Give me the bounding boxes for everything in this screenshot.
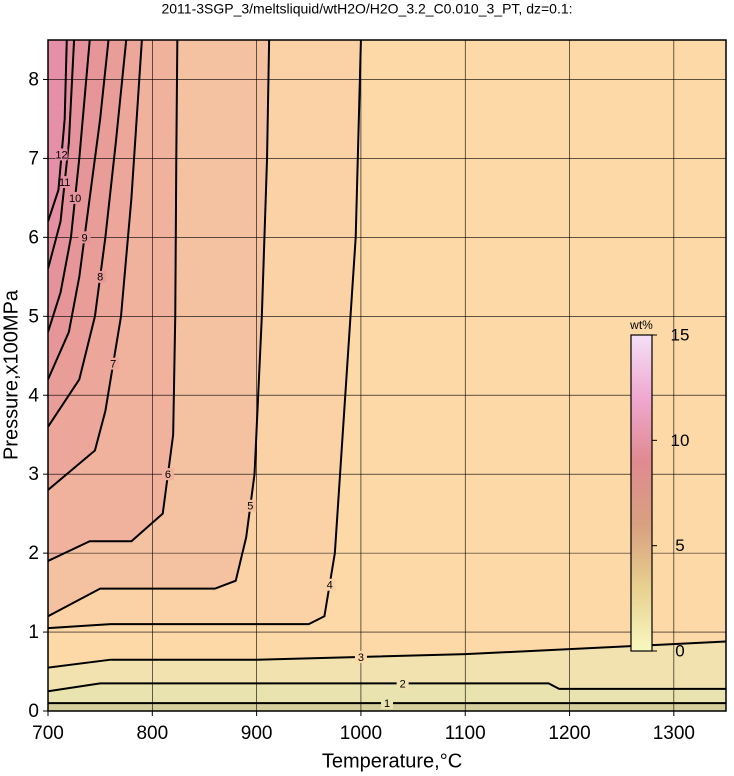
y-tick-label: 3 bbox=[28, 464, 39, 485]
contour-label-box bbox=[161, 468, 174, 481]
contour-label: 8 bbox=[97, 272, 103, 284]
contour-line bbox=[48, 40, 271, 618]
contour-label-box bbox=[58, 176, 71, 189]
contour-label: 1 bbox=[384, 698, 390, 710]
x-tick-label: 1300 bbox=[653, 723, 695, 744]
contour-fill bbox=[48, 40, 67, 222]
contour-label-box bbox=[323, 578, 336, 591]
x-axis-label: Temperature,°C bbox=[322, 750, 462, 772]
colorbar bbox=[630, 334, 653, 652]
y-axis-label: Pressure,x100MPa bbox=[0, 289, 22, 460]
colorbar-label: wt% bbox=[629, 318, 653, 332]
contour-label-box bbox=[354, 650, 367, 663]
x-tick-label: 1100 bbox=[445, 723, 486, 744]
contour-line bbox=[48, 40, 362, 630]
contour-label: 2 bbox=[400, 678, 406, 690]
chart-title: 2011-3SGP_3/meltsliquid/wtH2O/H2O_3.2_C0… bbox=[161, 1, 572, 17]
contour-label-box bbox=[396, 677, 409, 690]
contour-label: 6 bbox=[165, 469, 171, 481]
contour-label-box bbox=[381, 697, 393, 710]
contour-label: 10 bbox=[69, 193, 81, 205]
y-tick-label: 2 bbox=[28, 543, 39, 564]
y-tick-label: 4 bbox=[28, 385, 39, 406]
contour-label: 3 bbox=[358, 652, 364, 664]
contour-label-box bbox=[244, 499, 257, 512]
x-tick-label: 900 bbox=[241, 723, 273, 744]
contour-label-box bbox=[94, 270, 107, 283]
contour-label: 11 bbox=[59, 177, 70, 189]
y-tick-label: 0 bbox=[28, 701, 39, 722]
colorbar-tick-label: 10 bbox=[671, 431, 690, 450]
x-tick-label: 1000 bbox=[340, 723, 382, 744]
contour-label: 7 bbox=[110, 359, 116, 371]
contour-label: 4 bbox=[327, 580, 333, 592]
y-tick-label: 6 bbox=[28, 227, 39, 248]
y-tick-label: 7 bbox=[28, 148, 39, 169]
contour-line bbox=[48, 40, 91, 333]
y-tick-label: 5 bbox=[28, 306, 39, 327]
contour-label-box bbox=[107, 357, 120, 370]
x-tick-label: 700 bbox=[32, 723, 64, 744]
contour-label-box bbox=[78, 231, 91, 244]
x-tick-label: 1200 bbox=[548, 723, 590, 744]
y-tick-label: 8 bbox=[28, 69, 39, 90]
contour-label: 12 bbox=[55, 149, 67, 161]
y-tick-label: 1 bbox=[28, 622, 39, 643]
x-tick-label: 800 bbox=[136, 723, 168, 744]
contour-label: 5 bbox=[247, 501, 253, 513]
colorbar-tick-label: 5 bbox=[675, 536, 684, 555]
colorbar-tick-label: 15 bbox=[671, 325, 690, 344]
contour-label: 9 bbox=[81, 232, 87, 244]
contour-label-box bbox=[55, 148, 68, 161]
contour-line bbox=[48, 640, 726, 669]
overlay: 700 800 900 1000 1100 1200 1300012345678wt%051… bbox=[28, 39, 727, 744]
colorbar-tick-label: 0 bbox=[675, 641, 684, 660]
contour-label-box bbox=[69, 191, 82, 204]
plot-frame bbox=[47, 39, 727, 712]
